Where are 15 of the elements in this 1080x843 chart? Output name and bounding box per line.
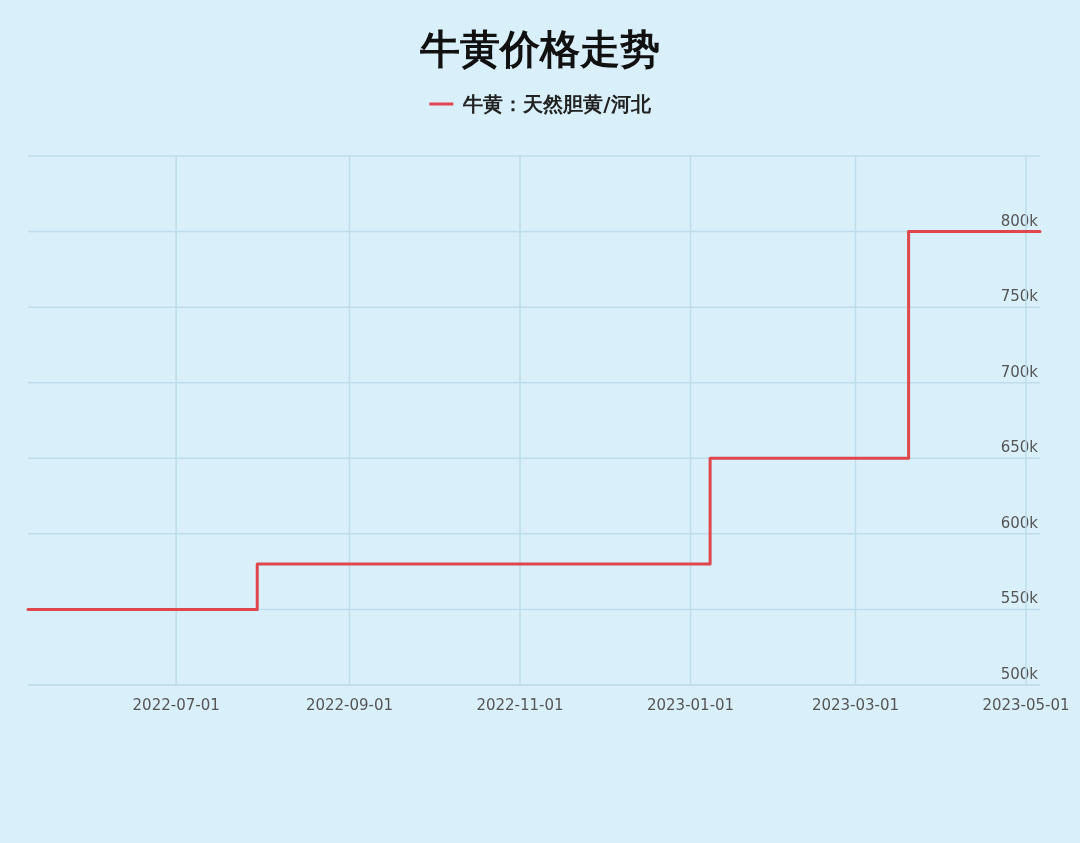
y-tick-label: 650k [1000,438,1039,457]
y-tick-label: 500k [1000,665,1039,683]
legend-label: 牛黄：天然胆黄/河北 [462,92,652,116]
y-tick-label: 750k [1000,287,1039,306]
x-tick-label: 2022-11-01 [476,696,564,714]
x-tick-label: 2022-09-01 [305,696,394,714]
x-tick-label: 2023-01-01 [646,696,735,714]
chart-title: 牛黄价格走势 [419,26,660,72]
y-tick-label: 600k [1000,513,1039,532]
y-tick-label: 550k [1000,589,1039,608]
x-tick-label: 2022-07-01 [132,696,220,714]
y-tick-label: 800k [1000,211,1039,230]
y-tick-label: 700k [1000,362,1039,381]
x-tick-label: 2023-05-01 [982,696,1070,714]
x-tick-label: 2023-03-01 [811,696,900,714]
